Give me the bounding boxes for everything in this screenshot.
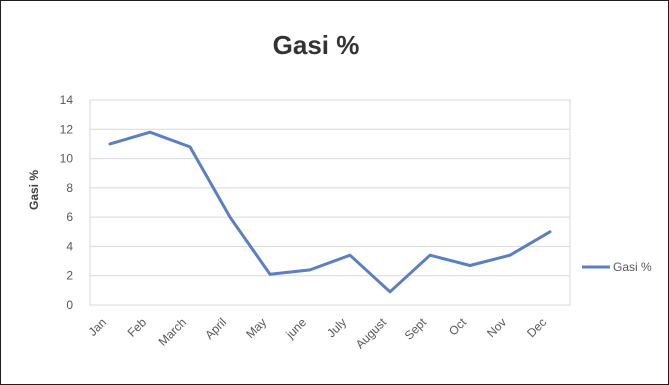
y-tick-label: 8: [66, 181, 73, 195]
y-tick-label: 10: [60, 152, 74, 166]
x-tick-label: Jan: [86, 315, 110, 339]
y-tick-label: 6: [66, 210, 73, 224]
legend-label: Gasi %: [613, 260, 652, 274]
y-axis-title: Gasi %: [27, 170, 41, 210]
plot-area: 0 2 4 6 8 10 12 14 Jan Feb March April May june July Au…: [60, 93, 571, 352]
x-tick-label: Sept: [402, 315, 430, 343]
x-tick-label: May: [243, 315, 269, 341]
x-tick-label: Dec: [524, 315, 549, 340]
y-tick-label: 12: [60, 122, 74, 136]
x-tick-label: Nov: [484, 315, 509, 340]
x-tick-label: june: [282, 315, 309, 342]
x-tick-label: July: [324, 315, 349, 340]
series-line: [108, 130, 552, 294]
y-tick-label: 0: [66, 298, 73, 312]
x-tick-label: March: [156, 315, 189, 348]
y-tick-label: 2: [66, 269, 73, 283]
y-tick-label: 14: [60, 93, 74, 107]
x-tick-label: August: [353, 315, 390, 352]
plot-border: [89, 99, 571, 306]
legend: Gasi %: [582, 260, 652, 274]
y-tick-label: 4: [66, 239, 73, 253]
x-tick-label: April: [202, 315, 229, 342]
x-tick-label: Oct: [446, 315, 470, 339]
x-tick-label: Feb: [125, 315, 150, 340]
chart-title: Gasi %: [273, 30, 360, 60]
